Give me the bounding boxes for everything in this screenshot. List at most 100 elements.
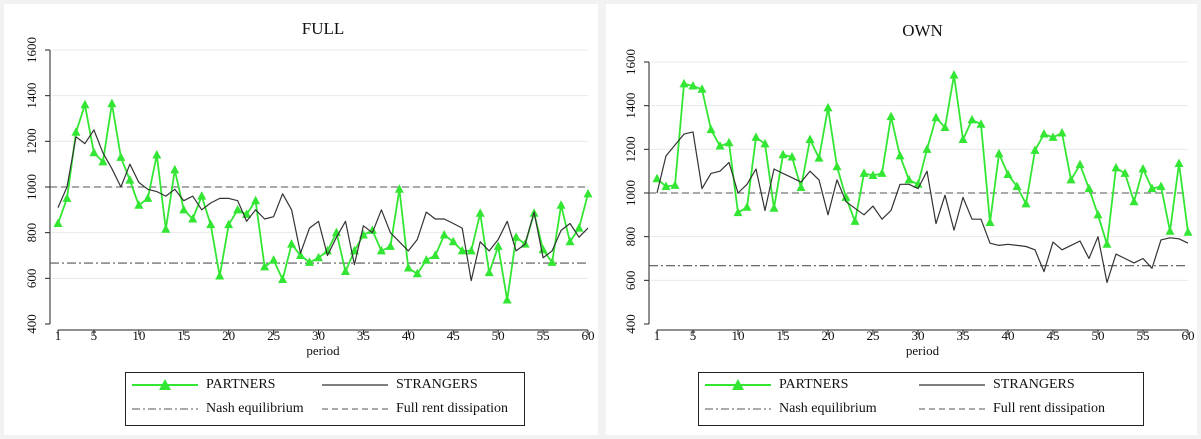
legend-label-nash: Nash equilibrium (206, 401, 304, 416)
data-point-partners (1183, 227, 1193, 236)
data-point-partners (724, 137, 734, 147)
data-point-partners (805, 134, 815, 144)
data-point-partners (269, 255, 279, 264)
data-point-partners (493, 241, 503, 250)
legend-swatch-partners (705, 379, 771, 390)
y-tick-label: 1000 (24, 174, 39, 200)
x-tick-label: 60 (1182, 328, 1195, 343)
data-point-partners (1120, 168, 1130, 177)
data-point-partners (152, 150, 162, 159)
legend-label-partners: PARTNERS (206, 377, 276, 392)
x-tick-label: 25 (867, 328, 880, 343)
data-point-partners (940, 122, 950, 131)
y-tick-label: 1200 (623, 136, 638, 162)
data-point-partners (278, 274, 288, 283)
legend-label-nash: Nash equilibrium (779, 401, 877, 416)
data-point-partners (931, 112, 941, 122)
y-tick-label: 1000 (623, 180, 638, 206)
data-point-partners (823, 102, 833, 112)
legend-item-partners: PARTNERS (705, 377, 848, 393)
legend-label-strangers: STRANGERS (396, 377, 478, 392)
data-point-partners (679, 78, 689, 88)
data-point-partners (697, 84, 707, 93)
data-point-partners (814, 153, 824, 162)
x-tick-label: 5 (91, 328, 98, 343)
data-point-partners (170, 164, 180, 174)
data-point-partners (796, 182, 806, 192)
data-point-partners (661, 181, 671, 190)
data-point-partners (457, 245, 467, 255)
x-tick-label: 5 (690, 328, 697, 343)
data-point-partners (107, 98, 117, 108)
data-point-partners (1165, 226, 1175, 235)
x-tick-label: 1 (654, 328, 661, 343)
data-point-partners (1129, 196, 1139, 206)
data-point-partners (922, 144, 932, 153)
data-point-partners (913, 179, 923, 188)
panel-own: 400 600 800 1000 1200 1400 1600 1 5 10 15 20 25 30 35 4… (606, 4, 1197, 435)
data-point-partners (188, 213, 198, 223)
legend-item-full-rent: Full rent dissipation (919, 401, 1105, 417)
data-point-partners (179, 204, 189, 214)
data-point-partners (547, 257, 557, 266)
legend-label-strangers: STRANGERS (993, 377, 1075, 392)
legend-item-nash: Nash equilibrium (705, 401, 877, 417)
legend-item-strangers: STRANGERS (322, 377, 478, 393)
x-tick-label: 35 (357, 328, 370, 343)
legend-label-full-rent: Full rent dissipation (396, 401, 508, 416)
x-tick-label: 40 (402, 328, 415, 343)
data-point-partners (841, 192, 851, 201)
data-point-partners (538, 244, 548, 254)
data-point-partners (1003, 169, 1013, 178)
data-point-partners (296, 250, 306, 259)
data-point-partners (161, 224, 171, 233)
series-line-strangers (57, 129, 589, 282)
data-point-partners (62, 193, 72, 202)
data-point-partners (583, 188, 593, 198)
legend-swatch-full-rent (919, 408, 985, 410)
data-point-partners (340, 266, 350, 275)
data-point-partners (1030, 145, 1040, 154)
data-point-partners (475, 208, 485, 217)
data-point-partners (1084, 183, 1094, 193)
legend-item-full-rent: Full rent dissipation (322, 401, 508, 417)
data-point-partners (421, 255, 431, 264)
legend-full: PARTNERS STRANGERS Nash equilibrium Full… (125, 372, 525, 426)
y-tick-label: 800 (623, 227, 638, 247)
data-point-partners (976, 119, 986, 128)
x-tick-label: 50 (1092, 328, 1105, 343)
data-point-partners (1075, 159, 1085, 169)
x-tick-label: 55 (537, 328, 550, 343)
data-point-partners (439, 229, 449, 239)
x-tick-label: 55 (1137, 328, 1150, 343)
chart-title: FULL (302, 19, 345, 38)
x-tick-label: 60 (582, 328, 595, 343)
y-tick-label: 1600 (623, 49, 638, 75)
data-point-partners (466, 245, 476, 255)
data-point-partners (502, 295, 512, 304)
data-point-partners (53, 218, 63, 228)
data-point-partners (556, 200, 566, 209)
data-point-partners (985, 217, 995, 226)
data-point-partners (868, 170, 878, 180)
x-tick-label: 30 (312, 328, 325, 343)
data-point-partners (994, 148, 1004, 158)
data-point-partners (511, 232, 521, 241)
x-tick-label: 40 (1002, 328, 1015, 343)
x-tick-label: 10 (132, 328, 145, 343)
data-point-partners (1102, 239, 1112, 248)
data-point-partners (322, 245, 332, 255)
data-point-partners (260, 261, 270, 271)
y-tick-label: 600 (623, 271, 638, 291)
y-tick-label: 1200 (24, 128, 39, 154)
data-point-partners (197, 191, 207, 200)
legend-own: PARTNERS STRANGERS Nash equilibrium Full… (698, 372, 1144, 426)
data-point-partners (1147, 183, 1157, 193)
x-tick-label: 15 (177, 328, 190, 343)
legend-item-strangers: STRANGERS (919, 377, 1075, 393)
legend-item-nash: Nash equilibrium (132, 401, 304, 417)
data-point-partners (706, 124, 716, 134)
data-point-partners (1111, 162, 1121, 172)
data-point-partners (769, 203, 779, 212)
